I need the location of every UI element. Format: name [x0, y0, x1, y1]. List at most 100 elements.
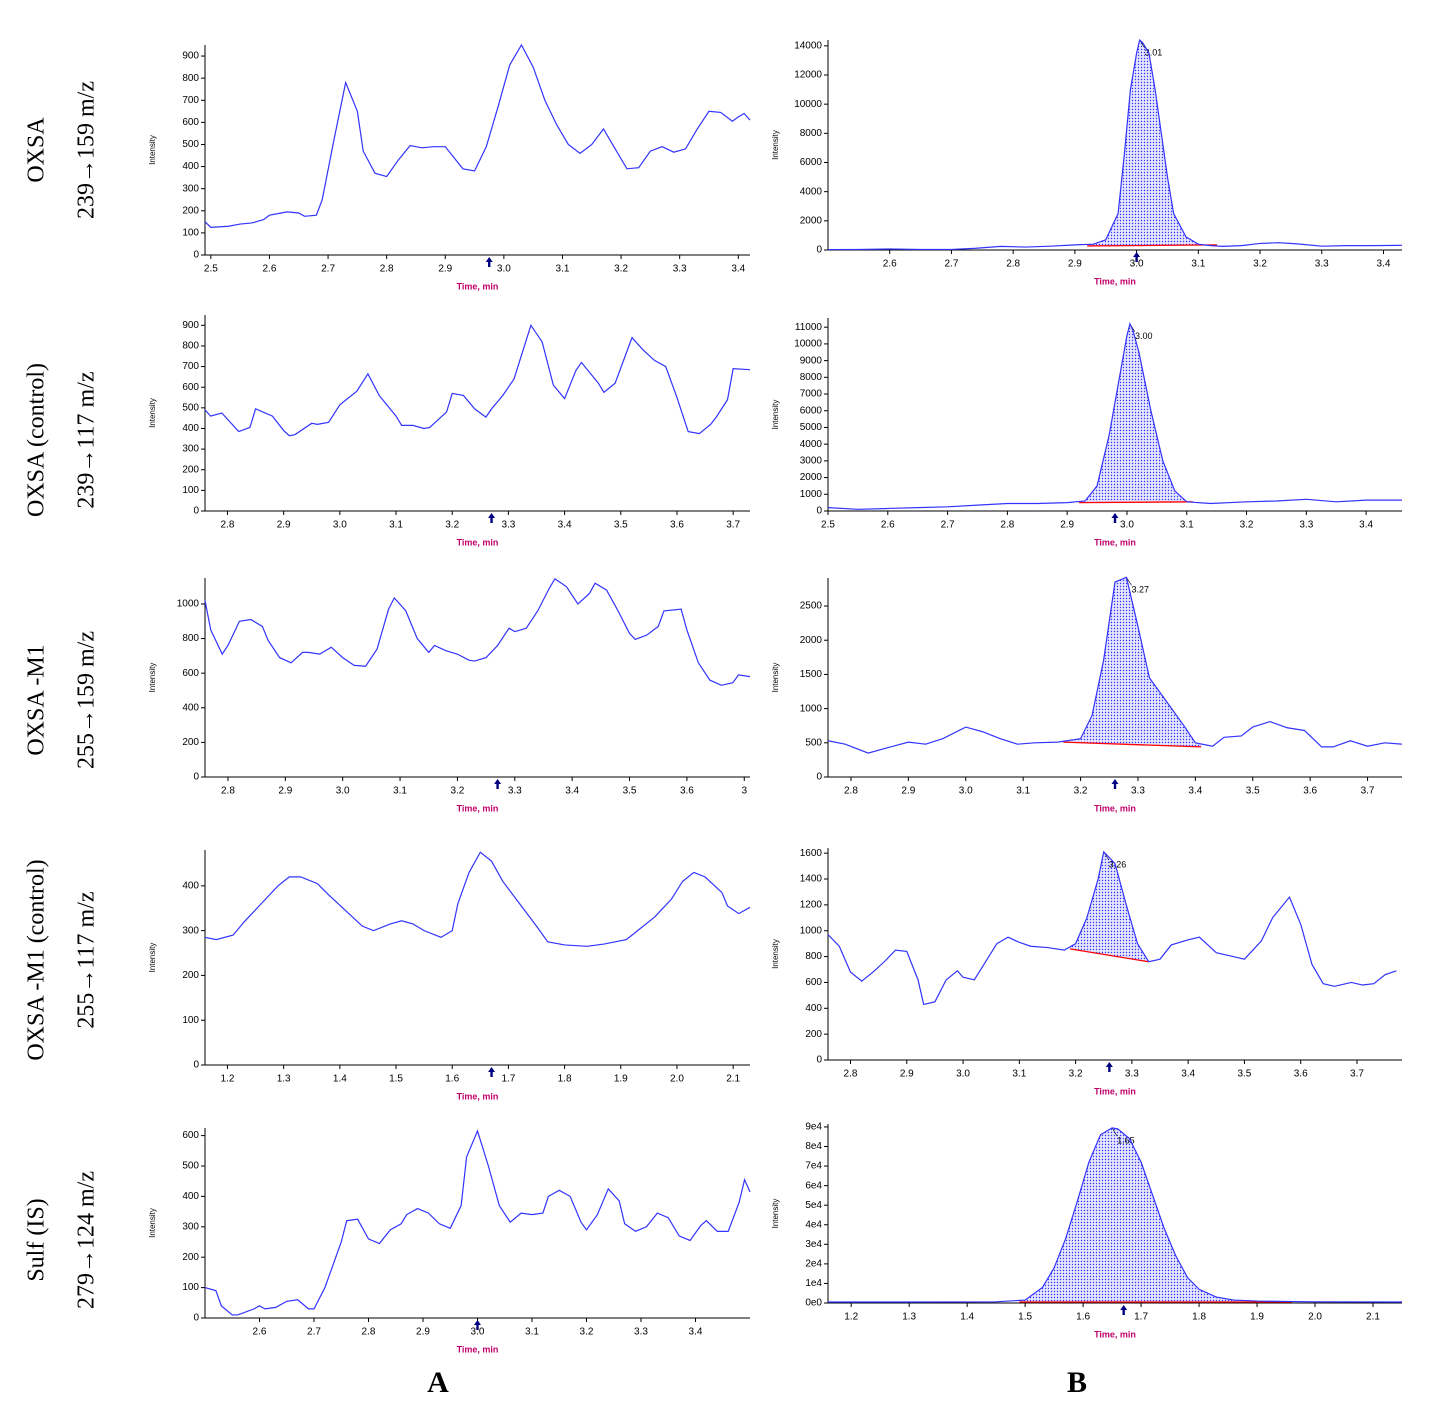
x-tick-label: 3.1: [1012, 1069, 1026, 1080]
y-tick-label: 4e4: [805, 1219, 822, 1230]
peak-baseline: [1087, 244, 1217, 247]
chromatogram-line: [204, 323, 751, 437]
x-tick-label: 2.9: [1068, 259, 1082, 270]
x-tick-label: 2.1: [1366, 1312, 1380, 1323]
x-tick-label: 3.2: [450, 786, 464, 797]
peak-area: [1063, 577, 1202, 747]
y-tick-label: 800: [182, 633, 199, 644]
y-tick-label: 12000: [794, 70, 822, 81]
y-tick-label: 5000: [800, 422, 823, 433]
y-tick-label: 1000: [800, 489, 823, 500]
y-tick-label: 1600: [800, 848, 823, 859]
y-tick-label: 700: [182, 361, 199, 372]
row-transition: 255→159 m/z: [74, 631, 100, 769]
y-tick-label: 1000: [177, 599, 200, 610]
x-tick-label: 1.3: [277, 1074, 291, 1085]
y-tick-label: 3e4: [805, 1239, 822, 1250]
y-tick-label: 600: [182, 117, 199, 128]
y-axis-label: Intensity: [148, 398, 157, 428]
x-tick-label: 3.3: [673, 264, 687, 275]
x-axis-label: Time, min: [1094, 803, 1136, 813]
x-tick-label: 3.2: [1253, 259, 1267, 270]
x-tick-label: 2.6: [883, 259, 897, 270]
retention-marker: [494, 779, 502, 789]
x-tick-label: 1.5: [389, 1074, 403, 1085]
x-tick-label: 3.3: [1315, 259, 1329, 270]
x-tick-label: 3.4: [565, 786, 579, 797]
x-tick-label: 3.1: [556, 264, 570, 275]
retention-marker: [1111, 513, 1119, 523]
y-tick-label: 11000: [795, 322, 823, 333]
x-tick-label: 1.6: [1076, 1312, 1090, 1323]
x-tick-label: 1.2: [221, 1074, 235, 1085]
y-tick-label: 600: [182, 1130, 199, 1141]
x-tick-label: 3.7: [1350, 1069, 1364, 1080]
peak-baseline: [1063, 741, 1202, 748]
chromatogram-line: [204, 578, 751, 686]
x-tick-label: 3.2: [614, 264, 628, 275]
x-tick-label: 3.6: [670, 520, 684, 531]
row-transition: 239→159 m/z: [74, 81, 100, 219]
chromatogram-line: [827, 38, 1403, 251]
x-tick-label: 2.9: [438, 264, 452, 275]
y-tick-label: 14000: [794, 40, 822, 51]
y-tick-label: 400: [182, 702, 199, 713]
y-tick-label: 500: [182, 402, 199, 413]
y-axis-label: Intensity: [771, 400, 780, 430]
y-tick-label: 200: [182, 1252, 199, 1263]
x-tick-label: 3.3: [634, 1327, 648, 1338]
y-tick-label: 0: [193, 506, 199, 517]
chromatogram-line: [827, 576, 1403, 754]
x-tick-label: 3.6: [1303, 786, 1317, 797]
x-axis-label: Time, min: [1094, 1329, 1136, 1339]
retention-marker: [1120, 1305, 1128, 1315]
x-tick-label: 3.2: [1240, 520, 1254, 531]
y-tick-label: 6000: [800, 157, 823, 168]
y-tick-label: 2000: [800, 635, 823, 646]
x-tick-label: 2.6: [253, 1327, 267, 1338]
y-tick-label: 500: [805, 737, 822, 748]
x-tick-label: 3.0: [1130, 259, 1144, 270]
y-tick-label: 9000: [800, 355, 823, 366]
x-tick-label: 3.4: [558, 520, 572, 531]
y-tick-label: 4000: [800, 186, 823, 197]
x-tick-label: 3.2: [1069, 1069, 1083, 1080]
y-tick-label: 200: [182, 737, 199, 748]
y-tick-label: 500: [182, 1161, 199, 1172]
x-tick-label: 2.5: [204, 264, 218, 275]
x-tick-label: 3.4: [731, 264, 745, 275]
x-tick-label: 2.9: [900, 1069, 914, 1080]
y-tick-label: 1200: [800, 900, 823, 911]
x-tick-label: 2.6: [881, 520, 895, 531]
y-tick-label: 200: [805, 1029, 822, 1040]
row-name: OXSA: [24, 117, 50, 183]
x-tick-label: 1.8: [1192, 1312, 1206, 1323]
x-tick-label: 3.6: [680, 786, 694, 797]
y-tick-label: 600: [182, 668, 199, 679]
x-tick-label: 1.8: [558, 1074, 572, 1085]
chromatogram-line: [204, 1129, 751, 1316]
x-tick-label: 3.0: [959, 786, 973, 797]
x-tick-label: 2.1: [726, 1074, 740, 1085]
column-label: B: [1067, 1366, 1087, 1399]
x-tick-label: 2.5: [821, 520, 835, 531]
peak-baseline: [1079, 501, 1193, 504]
x-tick-label: 2.7: [941, 520, 955, 531]
y-tick-label: 2500: [800, 601, 823, 612]
chromatogram-line: [828, 1127, 1403, 1303]
y-tick-label: 9e4: [805, 1122, 822, 1133]
x-tick-label: 2.7: [944, 259, 958, 270]
x-tick-label: 2.7: [307, 1327, 321, 1338]
y-tick-label: 300: [182, 1221, 199, 1232]
peak-area: [1079, 323, 1193, 503]
y-tick-label: 800: [805, 951, 822, 962]
retention-marker: [1111, 779, 1119, 789]
y-tick-label: 7e4: [805, 1161, 822, 1172]
y-axis-label: Intensity: [148, 1208, 157, 1238]
x-tick-label: 2.8: [380, 264, 394, 275]
y-tick-label: 900: [182, 320, 199, 331]
y-tick-label: 400: [182, 1191, 199, 1202]
x-tick-label: 2.6: [263, 264, 277, 275]
chromatogram-line: [204, 43, 751, 228]
